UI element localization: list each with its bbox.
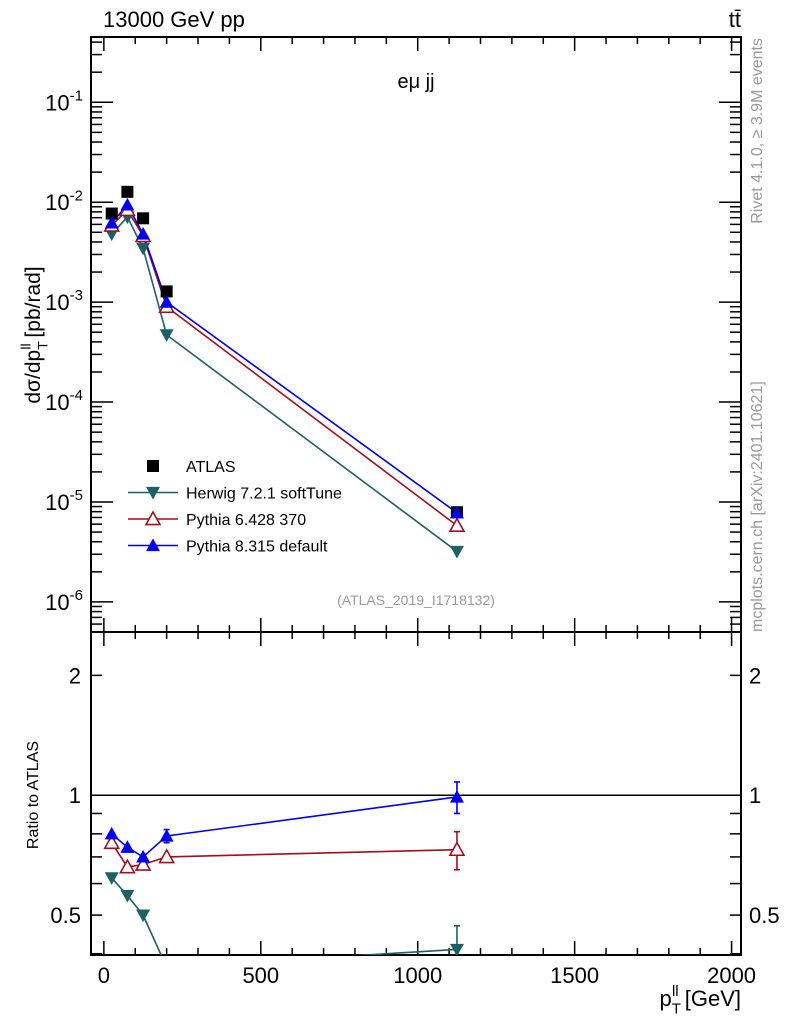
series-line-2 xyxy=(111,208,458,527)
data-point-0 xyxy=(137,212,150,225)
ratio-point-0 xyxy=(449,943,464,955)
region-label: eμ jj xyxy=(397,71,434,93)
legend-marker xyxy=(146,538,160,552)
data-point-3 xyxy=(104,215,119,229)
ratio-point-2 xyxy=(104,826,119,840)
mcplots-label: mcplots.cern.ch [arXiv:2401.10621] xyxy=(749,381,766,632)
data-point-3 xyxy=(120,197,135,211)
y-axis-label-ratio: Ratio to ATLAS xyxy=(25,741,42,849)
data-point-1 xyxy=(159,329,174,342)
data-point-2 xyxy=(448,516,466,533)
legend-label: ATLAS xyxy=(186,459,236,476)
ratio-frame xyxy=(90,631,742,956)
ratio-point-1 xyxy=(448,841,466,857)
ratio-point-2 xyxy=(449,789,464,803)
y-axis-label-main: dσ/dpTll [pb/rad] xyxy=(18,266,51,403)
ratio-point-0 xyxy=(120,889,135,903)
ratio-tick-label: 1 xyxy=(749,783,761,808)
ratio-point-1 xyxy=(119,858,136,874)
ratio-tick-label: 0.5 xyxy=(50,903,81,928)
y-tick-label: 10-3 xyxy=(45,287,83,315)
data-point-0 xyxy=(105,207,118,220)
x-axis-label: pTll [GeV] xyxy=(660,983,741,1018)
ratio-point-0 xyxy=(160,962,174,975)
ratio-point-2 xyxy=(136,849,151,863)
ratio-point-0 xyxy=(136,909,151,923)
x-tick-label: 1500 xyxy=(550,963,599,988)
rivet-label: Rivet 4.1.0, ≥ 3.9M events xyxy=(749,38,766,224)
x-tick-label: 1000 xyxy=(393,963,442,988)
ratio-tick-label: 2 xyxy=(749,663,761,688)
data-point-1 xyxy=(136,242,151,256)
ratio-point-1 xyxy=(134,855,152,871)
ratio-point-1 xyxy=(158,848,175,864)
ratio-point-2 xyxy=(120,840,135,853)
x-tick-label: 2000 xyxy=(707,963,756,988)
ratio-tick-label: 0.5 xyxy=(749,903,780,928)
data-point-1 xyxy=(449,545,464,559)
x-tick-label: 0 xyxy=(98,963,110,988)
y-tick-label: 10-6 xyxy=(45,587,83,615)
legend-marker xyxy=(146,486,160,500)
y-tick-label: 10-5 xyxy=(45,487,83,515)
process-label: tt̄ xyxy=(729,7,741,32)
data-point-0 xyxy=(121,185,134,198)
legend-label: Herwig 7.2.1 softTune xyxy=(186,486,342,503)
series-line-3 xyxy=(111,203,458,514)
x-tick-label: 500 xyxy=(242,963,279,988)
analysis-id: (ATLAS_2019_I1718132) xyxy=(337,592,495,608)
y-tick-label: 10-1 xyxy=(45,87,83,115)
y-tick-label: 10-2 xyxy=(45,187,83,215)
data-point-0 xyxy=(160,285,173,298)
main-data xyxy=(103,185,466,559)
legend-marker xyxy=(147,460,159,472)
ratio-line-2 xyxy=(111,796,458,858)
ratio-tick-label: 2 xyxy=(69,663,81,688)
ratio-line-0 xyxy=(111,877,458,955)
data-point-3 xyxy=(159,295,174,308)
legend-label: Pythia 6.428 370 xyxy=(186,512,306,529)
energy-label: 13000 GeV pp xyxy=(103,7,245,32)
ratio-point-1 xyxy=(103,834,121,850)
data-point-3 xyxy=(136,227,151,240)
ratio-data xyxy=(103,781,466,975)
ratio-point-0 xyxy=(104,872,119,885)
legend-label: Pythia 8.315 default xyxy=(186,539,328,556)
data-point-3 xyxy=(449,505,464,519)
ratio-tick-label: 1 xyxy=(69,783,81,808)
legend-marker xyxy=(144,510,162,526)
ratio-point-2 xyxy=(159,829,174,842)
y-tick-label: 10-4 xyxy=(45,387,83,415)
